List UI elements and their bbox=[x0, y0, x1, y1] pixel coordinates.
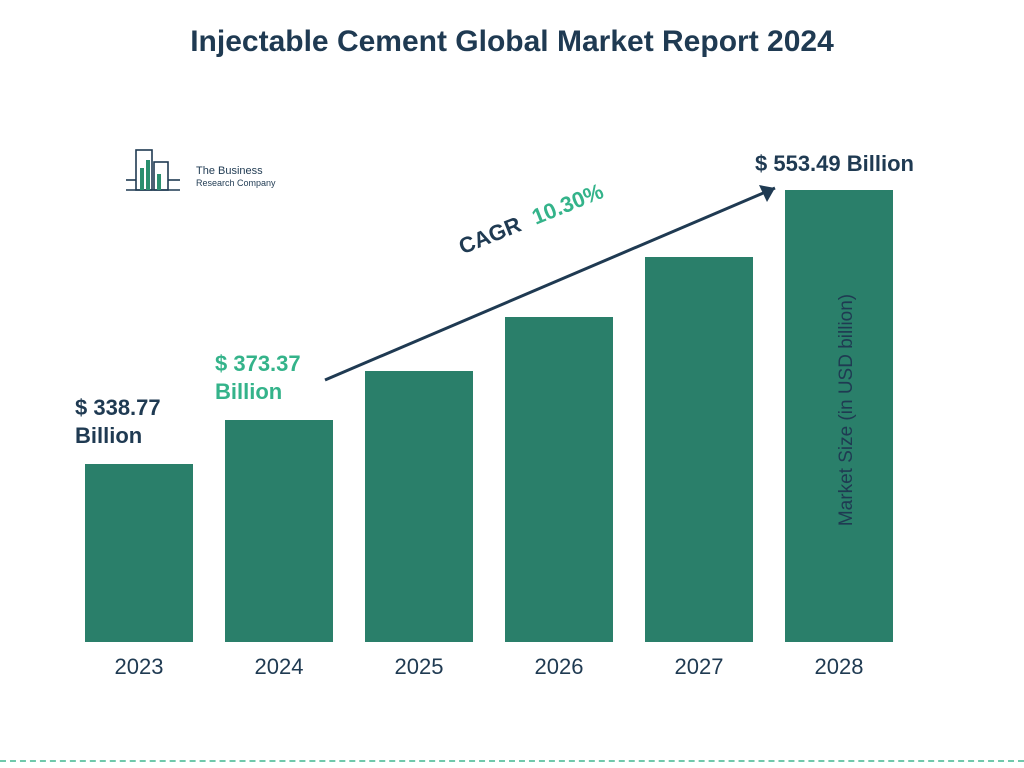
x-axis-category: 2023 bbox=[85, 654, 193, 680]
x-axis-category: 2026 bbox=[505, 654, 613, 680]
x-axis-category: 2027 bbox=[645, 654, 753, 680]
bottom-divider bbox=[0, 760, 1024, 762]
bar-rect bbox=[225, 420, 333, 642]
bar bbox=[85, 464, 193, 642]
x-axis-category: 2028 bbox=[785, 654, 893, 680]
x-axis-category: 2024 bbox=[225, 654, 333, 680]
bar bbox=[365, 371, 473, 642]
bar-rect bbox=[85, 464, 193, 642]
bar bbox=[225, 420, 333, 642]
chart-title: Injectable Cement Global Market Report 2… bbox=[0, 0, 1024, 61]
bar-rect bbox=[365, 371, 473, 642]
y-axis-label: Market Size (in USD billion) bbox=[836, 294, 858, 526]
chart-area: 202320242025202620272028$ 338.77Billion$… bbox=[85, 130, 925, 690]
x-axis-category: 2025 bbox=[365, 654, 473, 680]
bar-value-label: $ 338.77Billion bbox=[75, 394, 225, 449]
